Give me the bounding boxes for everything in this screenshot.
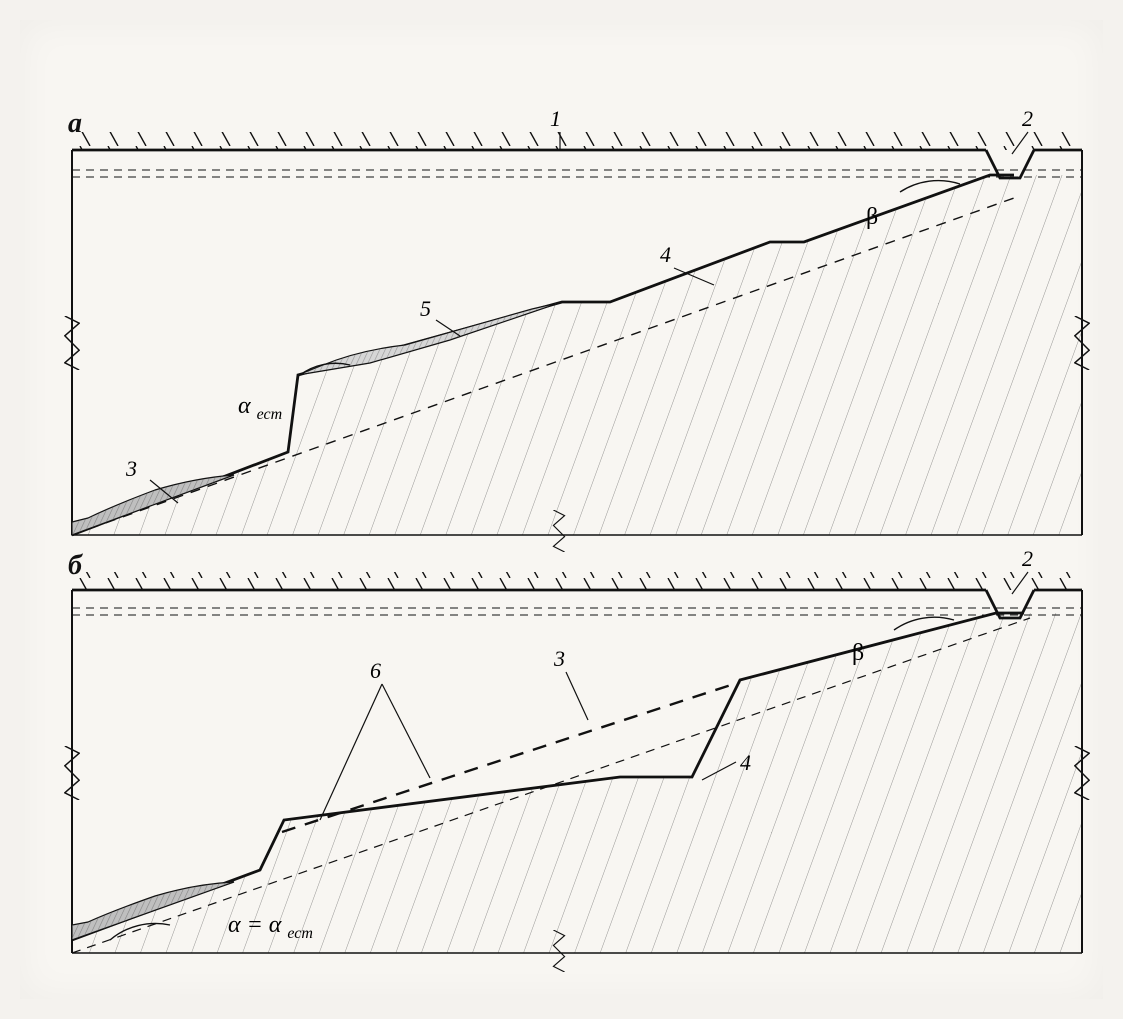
panel-a: α ест β 1 2 3 4 5 — [65, 106, 1089, 552]
callout-5: 5 — [420, 296, 431, 321]
panel-b-label: б — [68, 550, 82, 582]
panel-b-surface-hatch — [72, 572, 1082, 590]
callout-b-3: 3 — [553, 646, 565, 671]
callout-b-2: 2 — [1022, 546, 1033, 571]
callout-4: 4 — [660, 242, 671, 267]
callout-b-4: 4 — [740, 750, 751, 775]
panel-b-hatch — [72, 590, 1082, 953]
callout-3: 3 — [125, 456, 137, 481]
panel-a-label: а — [68, 108, 82, 140]
panel-a-surface-hatch — [72, 132, 1082, 150]
panel-a-beta-label: β — [866, 204, 878, 230]
panel-b: α = α ест β 2 3 4 6 — [65, 546, 1089, 972]
panel-a-alpha-label: α ест — [238, 393, 282, 423]
callout-1: 1 — [550, 106, 561, 131]
callout-2: 2 — [1022, 106, 1033, 131]
callout-b-6: 6 — [370, 658, 381, 683]
diagram-page: а б — [20, 20, 1103, 999]
panel-b-beta-label: β — [852, 640, 864, 666]
diagram-svg: α ест β 1 2 3 4 5 — [20, 20, 1103, 999]
